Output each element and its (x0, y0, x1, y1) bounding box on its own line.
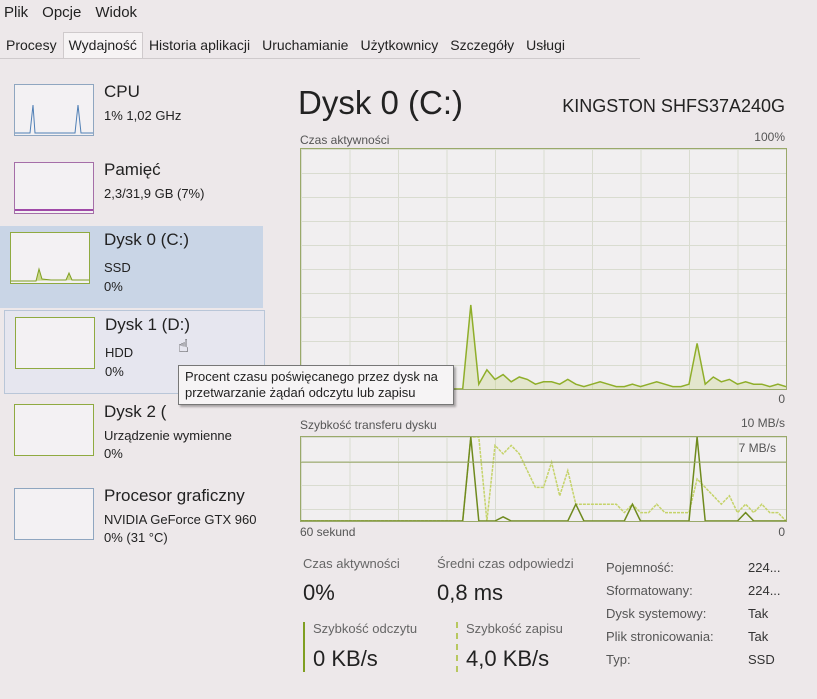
sidebar-item-gpu[interactable]: Procesor graficzny NVIDIA GeForce GTX 96… (4, 482, 263, 564)
disk-model: KINGSTON SHFS37A240G (562, 96, 785, 116)
disk0-type: SSD (104, 260, 131, 275)
response-time-label: Średni czas odpowiedzi (437, 556, 574, 571)
property-value: SSD (748, 652, 775, 667)
property-label: Typ: (606, 652, 631, 667)
activity-max: 100% (754, 130, 785, 144)
property-value: 224... (748, 583, 781, 598)
property-label: Pojemność: (606, 560, 674, 575)
disk2-usage: 0% (104, 446, 123, 461)
disk0-thumbnail (10, 232, 90, 284)
gpu-usage: 0% (31 °C) (104, 530, 168, 545)
transfer-min: 0 (778, 525, 785, 539)
sidebar-item-cpu[interactable]: CPU 1% 1,02 GHz (4, 78, 263, 160)
disk1-type: HDD (105, 345, 134, 360)
page-title: Dysk 0 (C:) (298, 84, 463, 121)
activity-min: 0 (778, 392, 785, 406)
property-label: Plik stronicowania: (606, 629, 714, 644)
cpu-title: CPU (104, 82, 140, 101)
read-speed-label: Szybkość odczytu (313, 621, 418, 636)
property-row: Typ: SSD (606, 648, 781, 671)
property-row: Sformatowany: 224... (606, 579, 781, 602)
memory-thumbnail (14, 162, 94, 214)
transfer-max: 10 MB/s (740, 416, 785, 430)
disk0-title: Dysk 0 (C:) (104, 230, 189, 249)
sidebar-item-disk-2[interactable]: Dysk 2 ( Urządzenie wymienne 0% (4, 398, 263, 480)
disk2-type: Urządzenie wymienne (104, 428, 232, 443)
tab-users[interactable]: Użytkownicy (360, 37, 439, 53)
read-speed-value: 0 KB/s (313, 646, 378, 671)
tab-details[interactable]: Szczegóły (450, 37, 515, 53)
active-time-label: Czas aktywności (303, 556, 400, 571)
tab-app-history[interactable]: Historia aplikacji (148, 37, 251, 53)
gpu-title: Procesor graficzny (104, 486, 245, 505)
write-speed-label: Szybkość zapisu (466, 621, 563, 636)
gpu-model: NVIDIA GeForce GTX 960 (104, 512, 257, 527)
memory-usage: 2,3/31,9 GB (7%) (104, 186, 205, 201)
disk1-thumbnail (15, 317, 95, 369)
menu-view[interactable]: Widok (95, 4, 138, 21)
transfer-graph: 7 MB/s (300, 436, 787, 522)
memory-title: Pamięć (104, 160, 161, 179)
disk2-title: Dysk 2 ( (104, 402, 167, 421)
write-series (301, 436, 787, 522)
menu-options[interactable]: Opcje (42, 4, 82, 21)
time-label: 60 sekund (300, 525, 356, 539)
tab-performance[interactable]: Wydajność (62, 32, 143, 58)
tab-startup[interactable]: Uruchamianie (262, 37, 349, 53)
gpu-thumbnail (14, 488, 94, 540)
menu-bar: Plik Opcje Widok (4, 4, 151, 22)
property-value: Tak (748, 606, 769, 621)
property-value: 224... (748, 560, 781, 575)
read-speed-marker (303, 622, 305, 672)
disk1-usage: 0% (105, 364, 124, 379)
transfer-mark: 7 MB/s (738, 441, 776, 455)
property-label: Sformatowany: (606, 583, 693, 598)
property-row: Pojemność: 224... (606, 556, 781, 579)
response-time-value: 0,8 ms (437, 580, 504, 605)
cpu-thumbnail (14, 84, 94, 136)
tab-bar: Procesy Wydajność Historia aplikacji Uru… (0, 32, 640, 59)
write-speed-value: 4,0 KB/s (466, 646, 550, 671)
menu-file[interactable]: Plik (4, 4, 29, 21)
tab-services[interactable]: Usługi (526, 37, 565, 53)
disk-properties: Pojemność: 224... Sformatowany: 224... Dysk … (606, 556, 781, 671)
property-label: Dysk systemowy: (606, 606, 707, 621)
tooltip: Procent czasu poświęcanego przez dysk na… (178, 365, 454, 405)
hand-cursor-icon: ☝ (178, 336, 189, 356)
sidebar-item-disk-0[interactable]: Dysk 0 (C:) SSD 0% (0, 226, 263, 308)
activity-label: Czas aktywności (300, 133, 390, 147)
property-value: Tak (748, 629, 769, 644)
activity-graph (300, 148, 787, 390)
sidebar-item-memory[interactable]: Pamięć 2,3/31,9 GB (7%) (4, 156, 263, 238)
active-time-value: 0% (303, 580, 335, 605)
sidebar-item-disk-1[interactable]: Dysk 1 (D:) HDD 0% (4, 310, 265, 394)
disk2-thumbnail (14, 404, 94, 456)
tab-processes[interactable]: Procesy (6, 37, 57, 53)
disk0-usage: 0% (104, 279, 123, 294)
disk1-title: Dysk 1 (D:) (105, 315, 190, 334)
transfer-label: Szybkość transferu dysku (300, 418, 437, 432)
read-series (301, 436, 786, 522)
cpu-usage: 1% 1,02 GHz (104, 108, 182, 123)
property-row: Dysk systemowy: Tak (606, 602, 781, 625)
write-speed-marker (456, 622, 458, 672)
property-row: Plik stronicowania: Tak (606, 625, 781, 648)
